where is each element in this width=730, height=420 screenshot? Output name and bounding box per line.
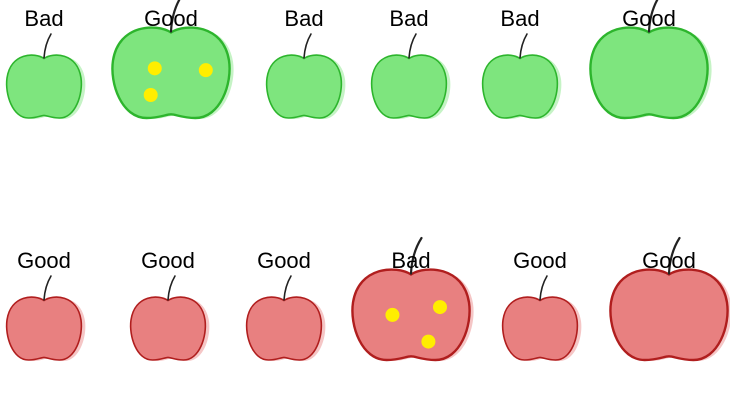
apple-green-5 (481, 33, 562, 119)
apple-stem (409, 236, 423, 275)
apple-body (481, 54, 559, 119)
apple-stem (43, 275, 52, 301)
apple-stem (408, 33, 417, 59)
apple-green-6 (589, 0, 712, 120)
apple-stem (667, 236, 681, 275)
apple-body (265, 54, 343, 119)
apple-body (111, 26, 231, 120)
apple-red-2 (129, 275, 210, 361)
apple-green-3 (265, 33, 346, 119)
apple-label-red-1: Good (17, 248, 71, 273)
yellow-spot (147, 61, 162, 76)
apple-label-red-4: Bad (391, 248, 431, 273)
apple-red-4 (351, 236, 474, 362)
apple-label-green-5: Bad (500, 6, 540, 31)
apple-stem (519, 33, 528, 59)
apple-label-red-5: Good (513, 248, 567, 273)
apple-label-green-6: Good (622, 6, 676, 31)
apple-label-red-6: Good (642, 248, 696, 273)
apple-body (589, 26, 709, 120)
apple-label-red-2: Good (141, 248, 195, 273)
apple-body (5, 296, 83, 361)
apple-stem (167, 275, 176, 301)
apple-body (129, 296, 207, 361)
apple-stem (647, 0, 659, 33)
apple-body (351, 268, 471, 362)
apple-red-5 (501, 275, 582, 361)
apple-green-4 (370, 33, 451, 119)
apple-label-green-2: Good (144, 6, 198, 31)
apple-body (245, 296, 323, 361)
apple-body (370, 54, 448, 119)
apple-green-2 (111, 0, 234, 120)
apple-green-1 (5, 33, 86, 119)
yellow-spot (433, 300, 447, 315)
apple-red-3 (245, 275, 326, 361)
yellow-spot (198, 63, 213, 78)
apple-stem (539, 275, 548, 301)
apple-body (501, 296, 579, 361)
apple-stem (169, 0, 181, 33)
apple-label-green-4: Bad (389, 6, 429, 31)
apple-label-red-3: Good (257, 248, 311, 273)
apple-red-1 (5, 275, 86, 361)
yellow-spot (143, 88, 158, 102)
apple-body (5, 54, 83, 119)
apple-label-green-3: Bad (284, 6, 324, 31)
yellow-spot (385, 307, 400, 322)
yellow-spot (421, 334, 436, 349)
apple-stem (43, 33, 52, 59)
apple-body (609, 268, 729, 362)
apple-stem (303, 33, 312, 59)
apple-stem (283, 275, 292, 301)
apple-label-green-1: Bad (24, 6, 64, 31)
apple-red-6 (609, 236, 730, 362)
